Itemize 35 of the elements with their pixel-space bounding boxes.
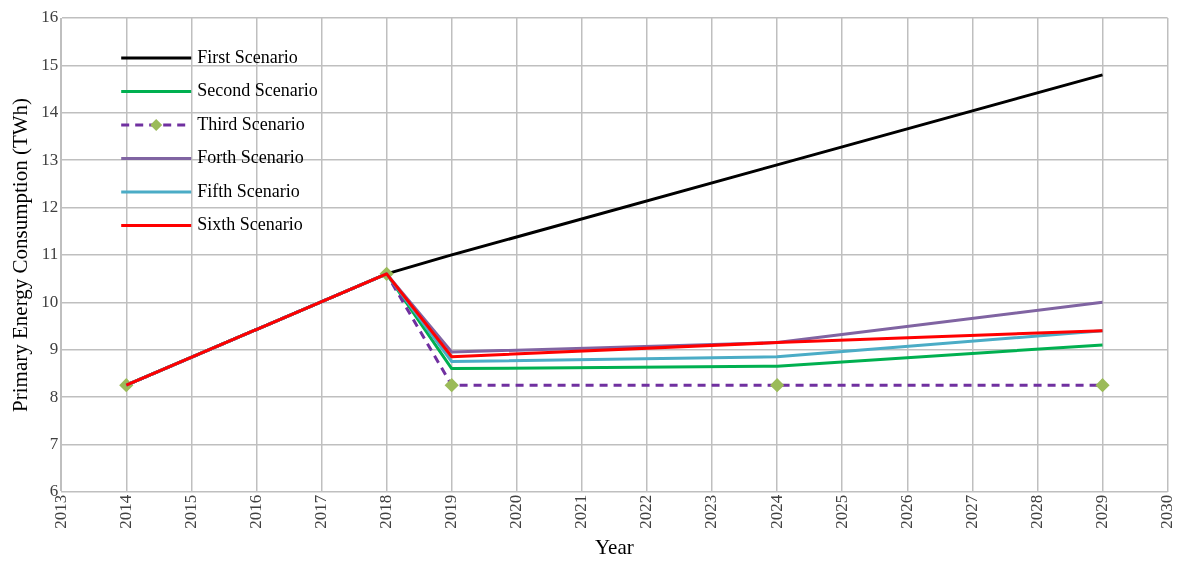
x-tick-label: 2021: [571, 494, 591, 529]
y-axis-title: Primary Energy Consumption (TWh): [8, 97, 33, 412]
legend-label: Sixth Scenario: [197, 214, 303, 235]
x-tick-label: 2030: [1157, 494, 1177, 529]
legend-label: Fifth Scenario: [197, 180, 300, 201]
y-tick-label: 7: [49, 433, 59, 453]
x-tick-label: 2017: [311, 494, 330, 529]
x-tick-label: 2016: [245, 494, 265, 529]
x-tick-label: 2027: [961, 494, 981, 529]
y-tick-label: 14: [41, 102, 59, 122]
x-axis-title: Year: [595, 534, 634, 559]
x-tick-label: 2024: [766, 494, 786, 529]
x-tick-label: 2014: [115, 494, 135, 529]
x-tick-label: 2026: [896, 494, 916, 529]
x-tick-label: 2029: [1091, 494, 1111, 529]
legend-label: Third Scenario: [197, 113, 305, 134]
x-tick-label: 2028: [1026, 494, 1046, 529]
x-tick-label: 2015: [180, 494, 200, 529]
y-tick-label: 8: [49, 386, 59, 406]
x-tick-label: 2023: [701, 494, 721, 529]
x-tick-label: 2018: [376, 494, 396, 529]
x-tick-label: 2022: [636, 494, 656, 529]
legend-label: Forth Scenario: [197, 147, 304, 168]
y-tick-label: 15: [41, 54, 59, 74]
y-tick-label: 9: [49, 339, 59, 359]
legend-label: First Scenario: [197, 46, 298, 67]
x-tick-label: 2025: [831, 494, 851, 529]
y-tick-label: 16: [41, 7, 59, 27]
y-tick-label: 13: [41, 149, 59, 169]
legend-label: Second Scenario: [197, 80, 318, 101]
y-tick-label: 12: [41, 196, 59, 216]
y-tick-label: 10: [41, 291, 59, 311]
x-tick-label: 2020: [506, 494, 526, 529]
y-tick-label: 11: [41, 244, 59, 264]
x-tick-label: 2019: [441, 494, 461, 529]
